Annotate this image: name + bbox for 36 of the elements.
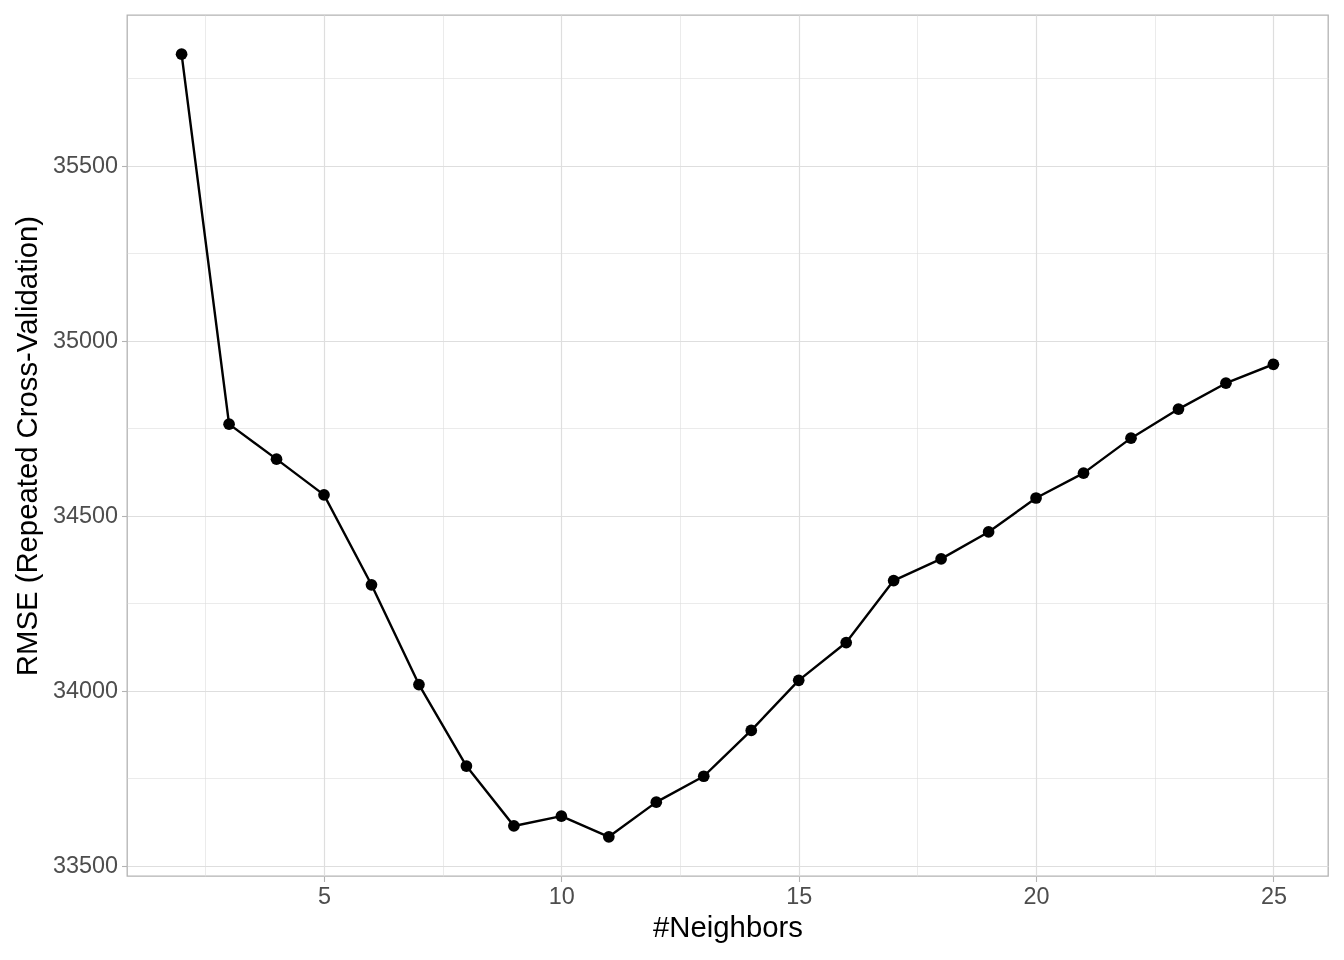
point	[413, 678, 425, 691]
y-axis-title: RMSE (Repeated Cross-Validation)	[9, 215, 43, 677]
point	[1030, 492, 1042, 504]
x-tick-label: 10	[548, 883, 575, 909]
point	[318, 489, 330, 501]
x-axis-title: #Neighbors	[653, 910, 803, 944]
point	[1125, 432, 1137, 444]
point	[1220, 377, 1232, 390]
point	[270, 453, 283, 465]
point	[175, 48, 188, 61]
x-tick-label: 25	[1260, 883, 1287, 909]
point	[1267, 358, 1280, 371]
y-tick-label: 34500	[52, 502, 118, 529]
point	[460, 760, 473, 772]
point	[602, 830, 615, 843]
y-tick-label: 33500	[52, 852, 118, 879]
point	[935, 553, 947, 565]
point	[982, 526, 995, 538]
x-tick-label: 15	[786, 883, 813, 909]
point	[223, 418, 235, 430]
point	[1172, 403, 1185, 415]
point	[697, 770, 710, 783]
y-tick-label: 34000	[52, 677, 118, 704]
point	[555, 810, 568, 822]
y-tick-label: 35000	[52, 327, 118, 354]
point	[508, 820, 520, 832]
point	[887, 574, 900, 587]
point	[650, 796, 663, 808]
point	[365, 578, 378, 591]
y-tick-label: 35500	[52, 152, 118, 179]
x-tick-label: 20	[1023, 883, 1050, 909]
point	[840, 636, 853, 649]
point	[792, 674, 805, 687]
x-tick-label: 5	[317, 883, 332, 909]
point	[745, 724, 758, 737]
point	[1077, 467, 1090, 479]
